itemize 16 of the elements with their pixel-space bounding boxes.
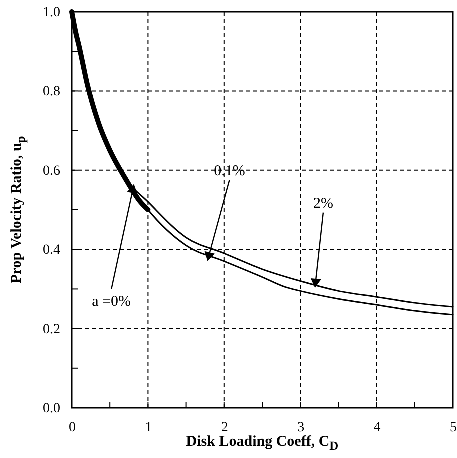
y-tick-label: 0.2 (43, 322, 60, 338)
y-tick-label: 0.4 (43, 243, 60, 258)
x-tick-label: 1 (145, 420, 152, 436)
y-tick-label: 1.0 (43, 6, 60, 20)
x-axis-title: Disk Loading Coeff, C$_{D}$ (185, 434, 340, 454)
y-tick-label: 0.0 (43, 402, 60, 416)
x-tick-label: 2 (221, 420, 228, 436)
y-tick-label: 0.6 (43, 164, 60, 179)
y-tick-label: 0.8 (43, 84, 60, 100)
annotation: a =0% (92, 294, 132, 310)
x-tick-label: 5 (450, 420, 457, 436)
x-tick-label: 4 (374, 420, 381, 436)
annotation: 0.1% (214, 163, 246, 180)
annotation: 2% (313, 196, 334, 212)
x-tick-label: 0 (69, 420, 76, 436)
x-tick-label: 3 (298, 420, 305, 436)
